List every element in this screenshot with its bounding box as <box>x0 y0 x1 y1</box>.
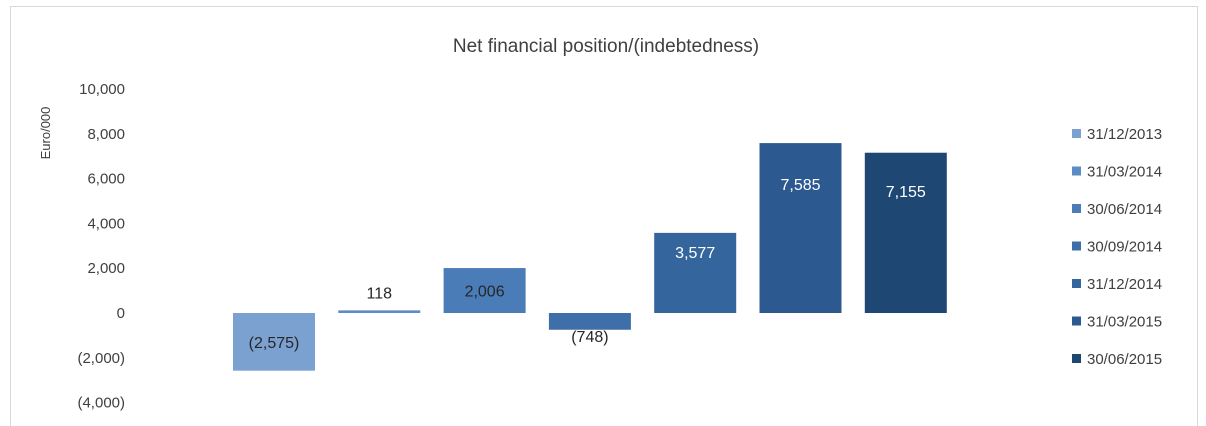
bar <box>338 310 421 313</box>
y-tick-label: 4,000 <box>87 215 125 232</box>
bar <box>443 268 526 313</box>
y-tick-label: 2,000 <box>87 260 125 277</box>
y-axis-label: Euro/000 <box>38 107 53 160</box>
legend-swatch <box>1072 166 1081 176</box>
legend-label: 31/12/2013 <box>1087 126 1162 143</box>
legend-label: 31/03/2015 <box>1087 314 1162 331</box>
bar <box>233 313 315 371</box>
legend-swatch <box>1072 129 1081 138</box>
legend-swatch <box>1072 204 1081 213</box>
bar <box>654 232 737 313</box>
legend-label: 30/06/2015 <box>1087 351 1162 368</box>
data-label: (748) <box>571 329 608 346</box>
legend-label: 30/09/2014 <box>1087 239 1162 256</box>
y-tick-label: (4,000) <box>77 395 125 412</box>
y-tick-label: 8,000 <box>87 126 125 143</box>
data-label: 2,006 <box>465 284 505 301</box>
legend-label: 31/12/2014 <box>1087 276 1162 293</box>
y-tick-label: 6,000 <box>87 171 125 188</box>
legend-label: 30/06/2014 <box>1087 201 1162 218</box>
legend-swatch <box>1072 354 1081 363</box>
bar <box>759 143 842 313</box>
legend-label: 31/03/2014 <box>1087 164 1162 181</box>
legend-swatch <box>1072 316 1081 326</box>
data-label: (2,575) <box>249 335 300 352</box>
chart-title: Net financial position/(indebtedness) <box>453 36 759 57</box>
data-label: 3,577 <box>675 245 715 262</box>
data-label: 7,585 <box>780 177 820 194</box>
legend-swatch <box>1072 241 1081 251</box>
bar <box>864 152 947 313</box>
y-tick-label: 10,000 <box>79 81 125 98</box>
data-label: 118 <box>367 285 393 302</box>
y-tick-label: (2,000) <box>77 350 125 367</box>
data-label: 7,155 <box>886 184 926 201</box>
chart-frame <box>10 6 1198 426</box>
legend-swatch <box>1072 279 1081 288</box>
y-tick-label: 0 <box>117 305 125 322</box>
bar <box>548 313 631 330</box>
